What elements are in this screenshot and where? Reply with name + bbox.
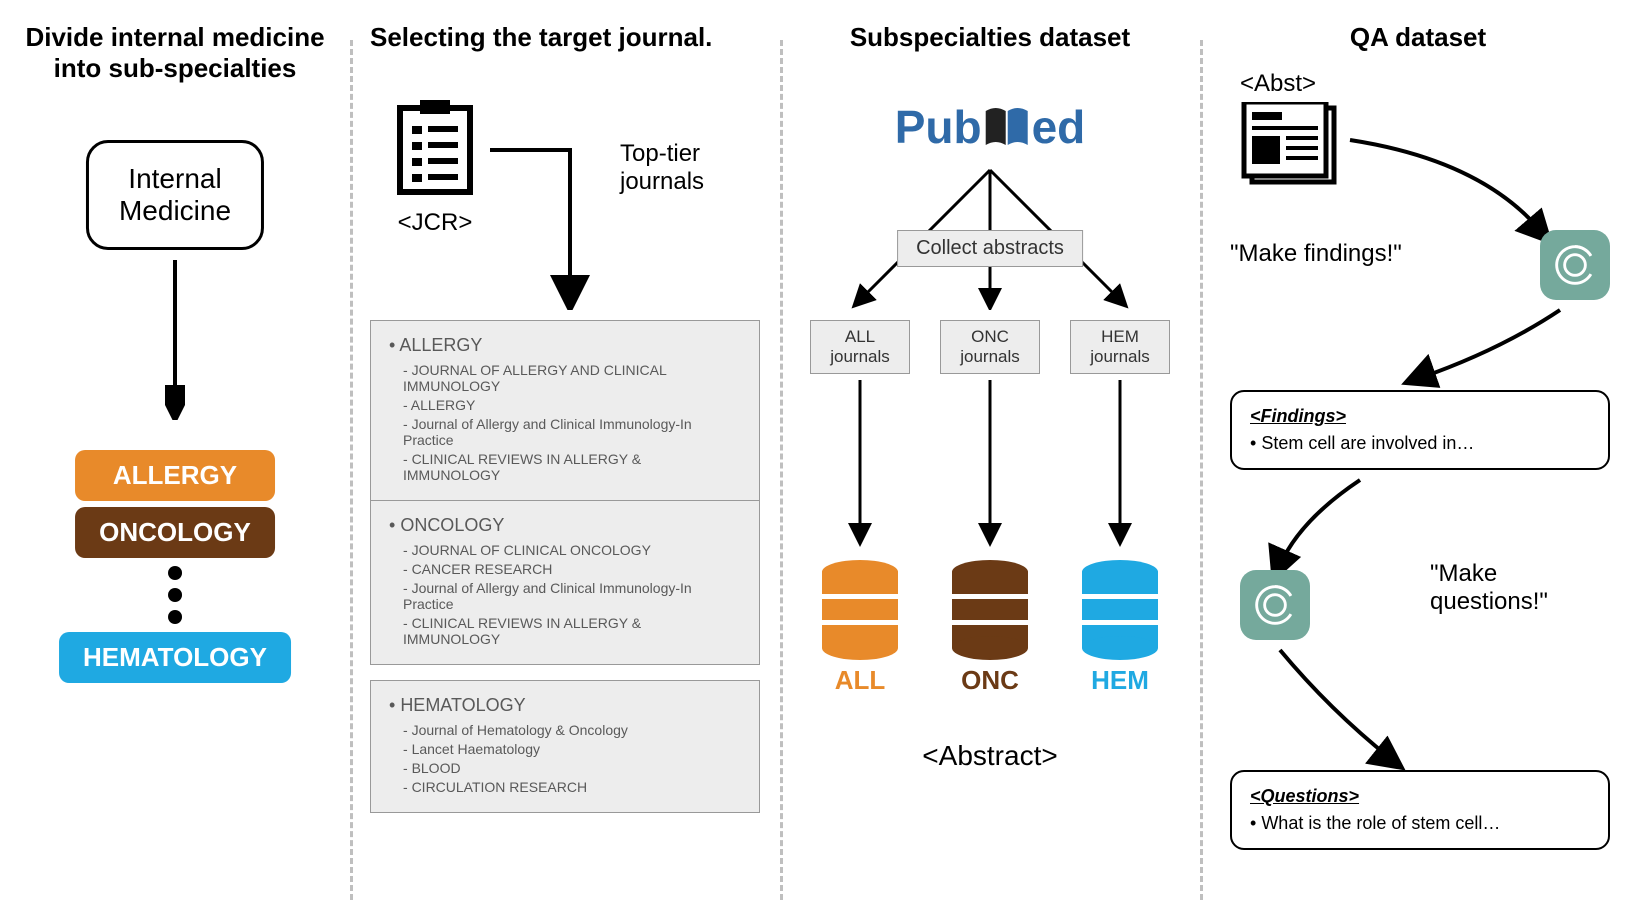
journal-box-oncology: ONCOLOGY JOURNAL OF CLINICAL ONCOLOGY CA… bbox=[370, 500, 760, 665]
down-arrows-icon bbox=[780, 380, 1200, 550]
journal-box-all: ALLjournals bbox=[810, 320, 910, 374]
findings-box: <Findings> Stem cell are involved in… bbox=[1230, 390, 1610, 470]
heading-col2: Selecting the target journal. bbox=[350, 22, 780, 53]
findings-title: <Findings> bbox=[1250, 406, 1590, 427]
pill-allergy: ALLERGY bbox=[75, 450, 275, 501]
questions-line: What is the role of stem cell… bbox=[1250, 813, 1590, 834]
prompt-findings: "Make findings!" bbox=[1230, 240, 1402, 268]
top-tier-label: Top-tier journals bbox=[620, 140, 750, 196]
journal-line: CIRCULATION RESEARCH bbox=[403, 779, 741, 795]
elbow-arrow-icon bbox=[490, 140, 610, 310]
gpt-icon bbox=[1240, 570, 1310, 640]
journal-box-allergy: ALLERGY JOURNAL OF ALLERGY AND CLINICAL … bbox=[370, 320, 760, 501]
journal-box-title: ALLERGY bbox=[389, 335, 741, 356]
pubmed-logo-icon: Pubed bbox=[895, 100, 1086, 154]
heading-col3: Subspecialties dataset bbox=[780, 22, 1200, 53]
arrow-to-findings-icon bbox=[1400, 300, 1580, 390]
journal-line: JOURNAL OF ALLERGY AND CLINICAL IMMUNOLO… bbox=[403, 362, 741, 394]
journal-box-hematology: HEMATOLOGY Journal of Hematology & Oncol… bbox=[370, 680, 760, 813]
journal-line: ALLERGY bbox=[403, 397, 741, 413]
gpt-icon bbox=[1540, 230, 1610, 300]
abstract-label: <Abstract> bbox=[922, 740, 1057, 772]
journal-box-hem: HEMjournals bbox=[1070, 320, 1170, 374]
journal-line: CLINICAL REVIEWS IN ALLERGY & IMMUNOLOGY bbox=[403, 615, 741, 647]
journal-line: Journal of Hematology & Oncology bbox=[403, 722, 741, 738]
journal-line: Journal of Allergy and Clinical Immunolo… bbox=[403, 580, 741, 612]
pill-oncology: ONCOLOGY bbox=[75, 507, 275, 558]
newspaper-icon bbox=[1240, 102, 1340, 192]
findings-line: Stem cell are involved in… bbox=[1250, 433, 1590, 454]
journal-line: Lancet Haematology bbox=[403, 741, 741, 757]
ellipsis-dot-icon bbox=[168, 588, 182, 602]
db-all-icon: ALL bbox=[820, 560, 900, 696]
questions-box: <Questions> What is the role of stem cel… bbox=[1230, 770, 1610, 850]
journal-line: CLINICAL REVIEWS IN ALLERGY & IMMUNOLOGY bbox=[403, 451, 741, 483]
arrow-to-gpt2-icon bbox=[1260, 470, 1380, 580]
journal-line: CANCER RESEARCH bbox=[403, 561, 741, 577]
journal-box-title: ONCOLOGY bbox=[389, 515, 741, 536]
db-hem-icon: HEM bbox=[1080, 560, 1160, 696]
prompt-questions: "Make questions!" bbox=[1430, 560, 1610, 616]
pill-hematology: HEMATOLOGY bbox=[59, 632, 291, 683]
ellipsis-dot-icon bbox=[168, 610, 182, 624]
questions-title: <Questions> bbox=[1250, 786, 1590, 807]
arrow-down-icon bbox=[165, 260, 185, 420]
ellipsis-dot-icon bbox=[168, 566, 182, 580]
journal-box-onc: ONCjournals bbox=[940, 320, 1040, 374]
db-onc-icon: ONC bbox=[950, 560, 1030, 696]
collect-abstracts-box: Collect abstracts bbox=[897, 230, 1083, 267]
journal-line: Journal of Allergy and Clinical Immunolo… bbox=[403, 416, 741, 448]
journal-line: JOURNAL OF CLINICAL ONCOLOGY bbox=[403, 542, 741, 558]
journal-box-title: HEMATOLOGY bbox=[389, 695, 741, 716]
journal-line: BLOOD bbox=[403, 760, 741, 776]
root-node: Internal Medicine bbox=[86, 140, 264, 250]
jcr-label: <JCR> bbox=[390, 209, 480, 237]
jcr-clipboard-icon: <JCR> bbox=[390, 100, 480, 237]
heading-col4: QA dataset bbox=[1200, 22, 1636, 53]
heading-col1: Divide internal medicine into sub-specia… bbox=[0, 22, 350, 84]
arrow-to-gpt1-icon bbox=[1340, 130, 1560, 250]
arrow-to-questions-icon bbox=[1270, 640, 1410, 770]
abst-label: <Abst> bbox=[1240, 70, 1316, 98]
